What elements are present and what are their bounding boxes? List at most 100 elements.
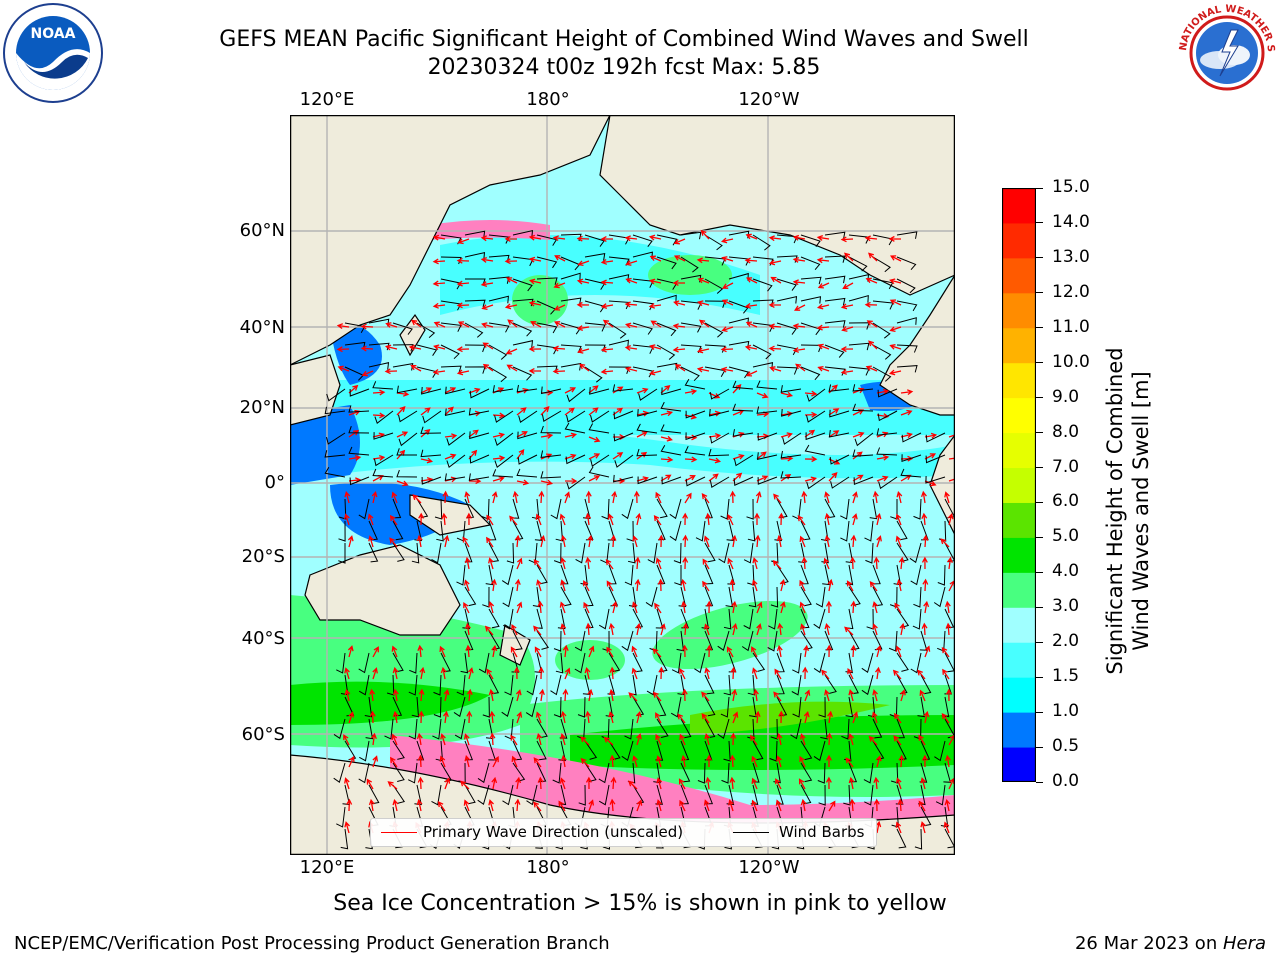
- wave-direction-arrow: [679, 668, 686, 680]
- wave-direction-arrow: [533, 559, 542, 570]
- wave-direction-arrow: [751, 755, 758, 768]
- wave-direction-arrow: [780, 601, 786, 614]
- wave-direction-arrow: [868, 252, 878, 262]
- wave-direction-arrow: [875, 755, 882, 768]
- colorbar-segment: [1002, 607, 1036, 643]
- wind-barb: [752, 234, 771, 251]
- wave-direction-arrow: [826, 754, 832, 767]
- lon-label-bottom-120e: 120°E: [299, 857, 355, 878]
- wave-direction-arrow: [800, 798, 807, 812]
- wind-barb: [896, 300, 918, 312]
- lat-label-40n: 40°N: [239, 317, 285, 338]
- wave-direction-arrow: [804, 411, 818, 418]
- wave-direction-arrow: [486, 536, 494, 548]
- footer-date-text: 26 Mar 2023 on: [1074, 933, 1223, 954]
- nws-logo: NATIONAL WEATHER SERVICE: [1176, 2, 1276, 101]
- wind-barb: [733, 476, 754, 486]
- wind-barb: [557, 608, 566, 630]
- wave-direction-arrow: [768, 259, 782, 266]
- wave-direction-arrow: [416, 732, 423, 746]
- wave-direction-arrow: [609, 798, 616, 812]
- noaa-logo-text: NOAA: [31, 26, 76, 42]
- wave-direction-arrow: [772, 560, 782, 570]
- wave-direction-arrow: [888, 369, 902, 376]
- wind-barb: [605, 696, 614, 718]
- wind-barb: [574, 652, 586, 674]
- wave-direction-arrow: [468, 429, 479, 438]
- wave-direction-arrow: [511, 755, 518, 768]
- wave-direction-arrow: [703, 799, 710, 812]
- wind-barb: [420, 449, 442, 458]
- wave-direction-arrow: [682, 556, 689, 570]
- wind-barb: [396, 448, 417, 456]
- wave-direction-arrow: [564, 407, 575, 416]
- land-north-america-arctic: [599, 115, 955, 296]
- wave-direction-arrow: [828, 384, 838, 394]
- wind-barb: [806, 410, 826, 423]
- wind-barb: [408, 718, 418, 740]
- wave-direction-arrow: [944, 754, 951, 768]
- lat-label-20n: 20°N: [239, 397, 285, 418]
- colorbar-tick-mark: [1036, 746, 1043, 748]
- wave-direction-arrow: [850, 600, 857, 614]
- wind-barb: [747, 718, 755, 740]
- wave-direction-arrow: [465, 512, 472, 526]
- wind-barb: [791, 674, 802, 696]
- wave-direction-arrow: [729, 578, 736, 592]
- wave-direction-arrow: [464, 556, 471, 570]
- colorbar-tick-label: 13.0: [1052, 246, 1090, 267]
- wind-barb: [901, 432, 922, 443]
- wind-barb: [656, 564, 666, 585]
- wind-barb: [840, 520, 850, 542]
- wave-direction-arrow: [840, 236, 854, 243]
- wave-direction-arrow: [828, 408, 840, 416]
- wind-barb: [552, 762, 562, 784]
- wind-barb: [720, 696, 730, 718]
- wave-direction-arrow: [576, 325, 590, 332]
- lat-label-20s: 20°S: [241, 546, 285, 567]
- colorbar-segment: [1002, 397, 1036, 434]
- wind-barb: [560, 362, 582, 371]
- wave-direction-arrow: [799, 755, 806, 768]
- wind-barb: [488, 366, 508, 383]
- colorbar-tick-label: 0.5: [1052, 736, 1080, 757]
- wave-direction-arrow: [564, 667, 571, 680]
- wind-barb: [680, 762, 691, 783]
- wave-direction-arrow: [416, 798, 423, 812]
- colorbar-tick-label: 11.0: [1052, 316, 1090, 337]
- wave-direction-arrow: [840, 346, 854, 353]
- wind-barb: [776, 674, 785, 695]
- wave-direction-arrow: [896, 490, 903, 504]
- wave-direction-arrow: [920, 777, 927, 790]
- wave-direction-arrow: [731, 600, 738, 614]
- wave-direction-arrow: [628, 780, 638, 790]
- wave-direction-arrow: [464, 622, 471, 636]
- wave-direction-arrow: [456, 302, 470, 309]
- wave-direction-arrow: [484, 625, 494, 636]
- legend-wave-direction-label: Primary Wave Direction (unscaled): [423, 823, 684, 841]
- wind-barb: [717, 718, 730, 740]
- wave-direction-arrow: [804, 390, 818, 397]
- wave-direction-arrow: [799, 579, 806, 592]
- wind-barb: [646, 674, 658, 696]
- wave-direction-arrow: [631, 667, 638, 680]
- wave-direction-arrow: [585, 556, 592, 570]
- wave-direction-arrow: [514, 534, 521, 548]
- wind-barb: [853, 476, 874, 486]
- wave-direction-arrow: [456, 369, 470, 376]
- wave-direction-arrow: [492, 756, 499, 768]
- wind-barb: [878, 476, 898, 490]
- wave-direction-arrow: [417, 754, 424, 768]
- wave-direction-arrow: [533, 801, 542, 812]
- wind-barb: [933, 586, 946, 608]
- wave-direction-arrow: [441, 512, 448, 526]
- wind-barb: [482, 696, 490, 718]
- wave-direction-arrow: [945, 688, 952, 702]
- wind-barb: [392, 498, 402, 519]
- wave-direction-arrow: [560, 754, 567, 768]
- colorbar-segment: [1002, 257, 1036, 294]
- wind-barb: [917, 696, 926, 718]
- wave-direction-arrow: [336, 323, 350, 330]
- wave-direction-arrow: [698, 319, 710, 328]
- wave-direction-arrow: [372, 667, 378, 680]
